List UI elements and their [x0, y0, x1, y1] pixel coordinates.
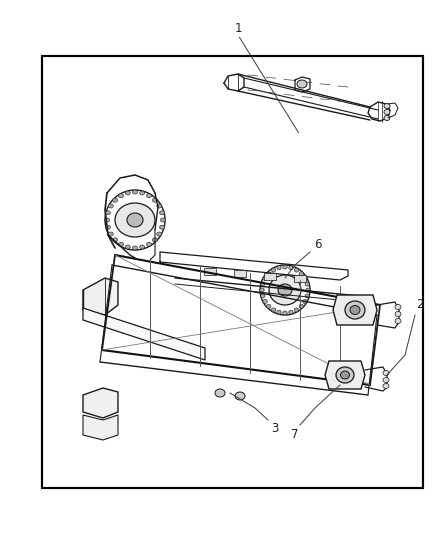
Polygon shape [83, 388, 118, 418]
Ellipse shape [289, 310, 293, 314]
Ellipse shape [395, 319, 401, 324]
Ellipse shape [125, 191, 130, 195]
Ellipse shape [140, 245, 145, 249]
Ellipse shape [297, 80, 307, 88]
Ellipse shape [384, 103, 390, 109]
Ellipse shape [105, 218, 110, 222]
Ellipse shape [277, 310, 281, 314]
Polygon shape [83, 415, 118, 440]
Ellipse shape [235, 392, 245, 400]
Ellipse shape [267, 272, 271, 276]
Polygon shape [333, 295, 377, 325]
Ellipse shape [113, 238, 118, 242]
Polygon shape [83, 308, 205, 360]
Ellipse shape [263, 277, 267, 280]
Polygon shape [264, 273, 276, 280]
Ellipse shape [160, 218, 166, 222]
Ellipse shape [305, 294, 309, 298]
Ellipse shape [384, 109, 390, 115]
Ellipse shape [350, 305, 360, 314]
Ellipse shape [303, 300, 307, 303]
Ellipse shape [215, 389, 225, 397]
Ellipse shape [152, 238, 157, 242]
Ellipse shape [140, 191, 145, 195]
Polygon shape [294, 275, 306, 282]
Ellipse shape [267, 304, 271, 308]
Ellipse shape [146, 243, 152, 246]
Ellipse shape [289, 266, 293, 270]
Polygon shape [234, 270, 246, 277]
Ellipse shape [125, 245, 130, 249]
Bar [42, 56, 423, 488]
Ellipse shape [294, 308, 299, 312]
Text: 7: 7 [291, 429, 299, 441]
Ellipse shape [119, 194, 124, 198]
Ellipse shape [294, 268, 299, 272]
Ellipse shape [303, 277, 307, 280]
Ellipse shape [127, 213, 143, 227]
Ellipse shape [271, 268, 276, 272]
Ellipse shape [269, 275, 301, 305]
Ellipse shape [159, 225, 165, 229]
Ellipse shape [299, 304, 304, 308]
Ellipse shape [146, 194, 152, 198]
Ellipse shape [133, 190, 138, 194]
Ellipse shape [384, 116, 390, 120]
Polygon shape [325, 361, 365, 389]
Ellipse shape [305, 282, 309, 286]
Polygon shape [83, 278, 118, 315]
Ellipse shape [299, 272, 304, 276]
Ellipse shape [119, 243, 124, 246]
Ellipse shape [152, 198, 157, 202]
Ellipse shape [157, 232, 162, 236]
Ellipse shape [306, 288, 310, 292]
Ellipse shape [261, 282, 265, 286]
Ellipse shape [340, 371, 350, 379]
Ellipse shape [278, 284, 292, 296]
Ellipse shape [383, 370, 389, 376]
Ellipse shape [345, 301, 365, 319]
Ellipse shape [263, 300, 267, 303]
Ellipse shape [260, 288, 264, 292]
Ellipse shape [336, 367, 354, 383]
Ellipse shape [383, 384, 389, 389]
Ellipse shape [277, 266, 281, 270]
Ellipse shape [113, 198, 118, 202]
Text: 3: 3 [271, 422, 279, 434]
Ellipse shape [133, 246, 138, 250]
Ellipse shape [108, 232, 113, 236]
Text: 6: 6 [314, 238, 322, 252]
Ellipse shape [159, 211, 165, 215]
Ellipse shape [115, 203, 155, 237]
Ellipse shape [395, 311, 401, 317]
Ellipse shape [106, 225, 110, 229]
Ellipse shape [157, 204, 162, 208]
Ellipse shape [283, 265, 287, 269]
Text: 1: 1 [234, 21, 242, 35]
Ellipse shape [271, 308, 276, 312]
Bar [42, 56, 423, 488]
Ellipse shape [383, 377, 389, 383]
Ellipse shape [108, 204, 113, 208]
Polygon shape [204, 268, 216, 275]
Ellipse shape [283, 311, 287, 315]
Ellipse shape [261, 294, 265, 298]
Ellipse shape [106, 211, 110, 215]
Text: 2: 2 [416, 298, 424, 311]
Ellipse shape [395, 304, 401, 310]
